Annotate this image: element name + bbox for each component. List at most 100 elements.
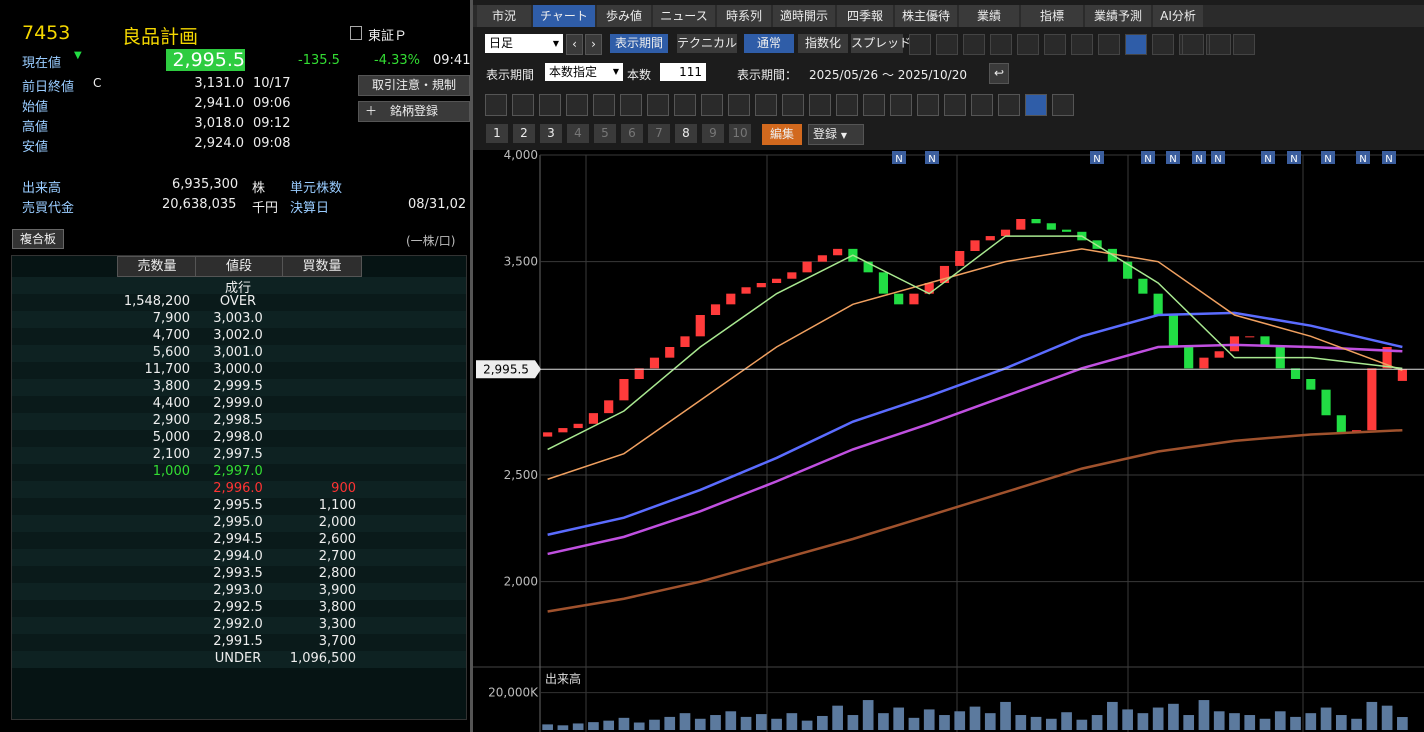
candle (649, 357, 660, 369)
value: 3,131.0 (194, 76, 244, 91)
draw-icon[interactable] (647, 94, 669, 116)
page[interactable]: 8 (675, 124, 697, 143)
page[interactable]: 6 (621, 124, 643, 143)
tool-icon[interactable] (1044, 34, 1066, 55)
tool-icon[interactable] (1152, 34, 1174, 55)
draw-icon[interactable] (539, 94, 561, 116)
tab[interactable]: ニュース (653, 5, 715, 27)
page[interactable]: 3 (540, 124, 562, 143)
tool-icon[interactable] (963, 34, 985, 55)
draw-icon[interactable] (1052, 94, 1074, 116)
button[interactable]: スプレッド (851, 34, 911, 53)
volume-title: 出来高 (545, 671, 581, 686)
tab[interactable]: 四季報 (837, 5, 893, 27)
count-input[interactable]: 111 (660, 63, 706, 81)
code: 7453 (22, 22, 71, 44)
draw-icon[interactable] (566, 94, 588, 116)
button[interactable]: 通常 (744, 34, 794, 53)
page[interactable]: 1 (486, 124, 508, 143)
volume-bar (588, 722, 599, 730)
tool-icon[interactable] (909, 34, 931, 55)
row-bg (12, 464, 466, 481)
volume-bar (740, 716, 752, 730)
edit[interactable]: 編集 (762, 124, 802, 145)
tool-icon[interactable] (1017, 34, 1039, 55)
draw-icon[interactable] (890, 94, 912, 116)
prev[interactable]: ‹ (566, 34, 583, 55)
tab[interactable]: 市況 (477, 5, 531, 27)
page[interactable]: 4 (567, 124, 589, 143)
draw-icon[interactable] (998, 94, 1020, 116)
tab[interactable]: 業績予測 (1085, 5, 1151, 27)
draw-icon[interactable] (1025, 94, 1047, 116)
select[interactable]: 日足 ▼ (485, 34, 563, 53)
label: 決算日 (290, 201, 330, 216)
tab[interactable]: 時系列 (717, 5, 771, 27)
news-badge (1141, 151, 1155, 164)
tool-icon[interactable] (1209, 34, 1231, 55)
tool-icon[interactable] (1125, 34, 1147, 55)
reset[interactable]: ↩ (989, 63, 1009, 84)
tool-icon[interactable] (1182, 34, 1204, 55)
draw-icon[interactable] (701, 94, 723, 116)
draw-icon[interactable] (944, 94, 966, 116)
draw-icon[interactable] (485, 94, 507, 116)
page[interactable]: 5 (594, 124, 616, 143)
button[interactable]: テクニカル (677, 34, 737, 53)
draw-icon[interactable] (755, 94, 777, 116)
time: 09:08 (253, 136, 291, 151)
tool-icon[interactable] (1071, 34, 1093, 55)
tool-icon[interactable] (1233, 34, 1255, 55)
tool-icon[interactable] (990, 34, 1012, 55)
draw-icon[interactable] (593, 94, 615, 116)
tab[interactable]: 指標 (1021, 5, 1083, 27)
candle (772, 278, 782, 283)
tab[interactable]: 業績 (959, 5, 1019, 27)
row-bg (12, 447, 466, 464)
tab[interactable]: AI分析 (1153, 5, 1203, 27)
candle (1321, 389, 1331, 416)
volume-bar (1213, 711, 1225, 730)
page[interactable]: 9 (702, 124, 724, 143)
button[interactable]: ＋銘柄登録 (358, 101, 470, 122)
draw-icon[interactable] (512, 94, 534, 116)
draw-icon[interactable] (782, 94, 804, 116)
volume-bar (1122, 709, 1133, 730)
register[interactable]: 登録 ▼ (808, 124, 864, 145)
draw-icon[interactable] (971, 94, 993, 116)
register-text: 登録 (813, 127, 838, 141)
tab[interactable]: 歩み値 (597, 5, 651, 27)
next[interactable]: › (585, 34, 602, 55)
volume-bar (1061, 712, 1072, 730)
tool-icon[interactable] (1098, 34, 1120, 55)
tab[interactable]: 複合板 (12, 229, 64, 249)
price: 2,996.0 (213, 481, 263, 496)
draw-icon[interactable] (809, 94, 831, 116)
button[interactable]: 取引注意・規制 (358, 75, 470, 96)
select[interactable]: 本数指定 ▼ (545, 63, 623, 81)
draw-icon[interactable] (728, 94, 750, 116)
draw-icon[interactable] (863, 94, 885, 116)
volume-bar (862, 700, 874, 730)
tab[interactable]: 適時開示 (773, 5, 835, 27)
candle (1168, 315, 1178, 347)
page[interactable]: 7 (648, 124, 670, 143)
tool-icon[interactable] (936, 34, 958, 55)
buy-qty: 2,700 (318, 549, 356, 564)
value: 20,638,035 (162, 197, 237, 212)
toolbar: 市況 チャート 歩み値 ニュース 時系列 適時開示 四季報 株主優待 業績 指標 業績予測 AI分析 … (473, 0, 1424, 150)
draw-icon[interactable] (674, 94, 696, 116)
tab[interactable]: 株主優待 (895, 5, 957, 27)
buy-qty: 2,000 (318, 515, 356, 530)
button[interactable]: 指数化 (798, 34, 848, 53)
draw-icon[interactable] (620, 94, 642, 116)
tab[interactable]: チャート (533, 5, 595, 27)
volume-bar (786, 713, 798, 730)
volume-bar (954, 711, 966, 730)
page[interactable]: 2 (513, 124, 535, 143)
draw-icon[interactable] (917, 94, 939, 116)
button[interactable]: 表示期間 (610, 34, 668, 53)
draw-icon[interactable] (836, 94, 858, 116)
volume-bar (1305, 713, 1317, 730)
page[interactable]: 10 (729, 124, 751, 143)
